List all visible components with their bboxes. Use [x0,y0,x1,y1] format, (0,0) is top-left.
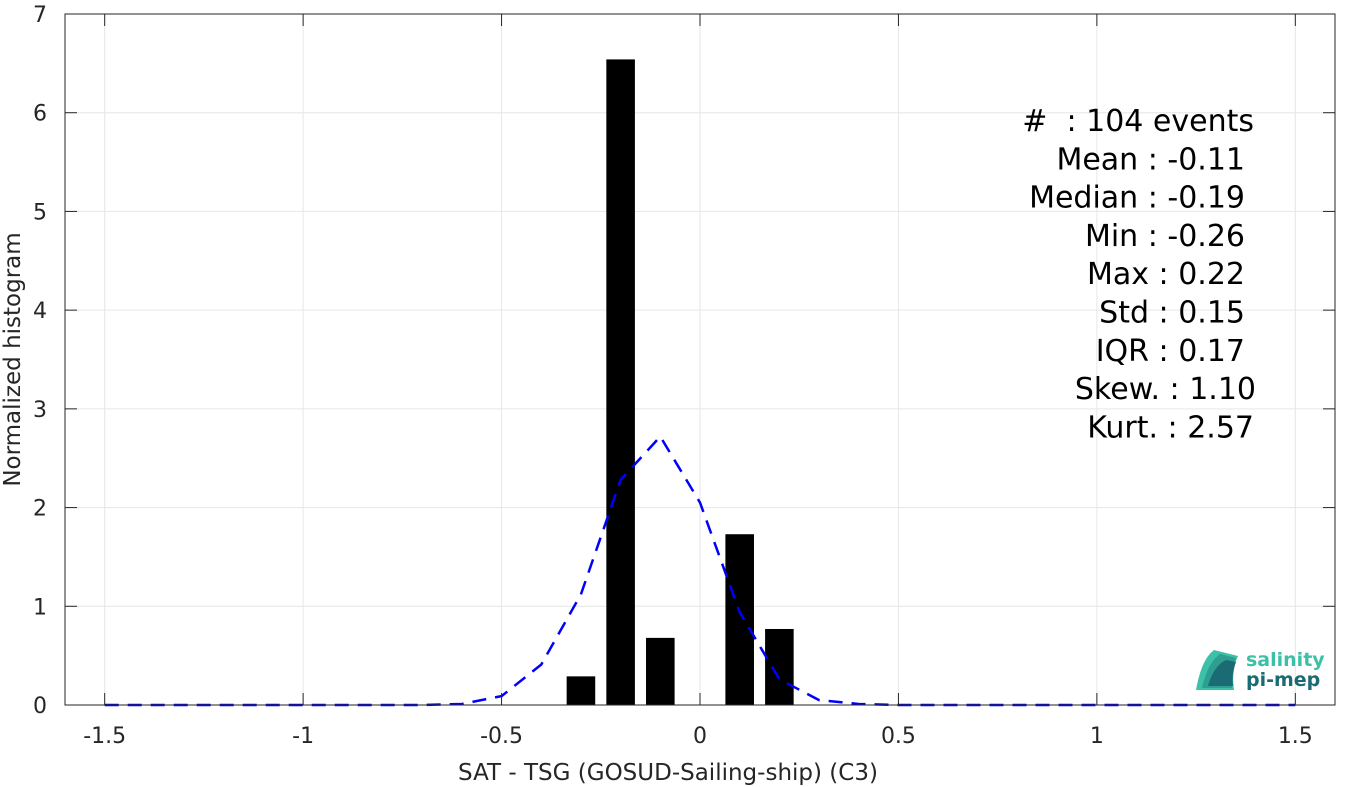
y-tick-labels: 0 1 2 3 4 5 6 7 [33,3,47,719]
stats-line: Std : 0.15 [1099,296,1245,331]
histogram-bar [606,59,635,706]
stats-line: Median : -0.19 [1029,181,1245,216]
stats-line: Kurt. : 2.57 [1087,410,1254,445]
histogram-bar [646,637,675,705]
x-tick-label: 1.5 [1278,724,1313,749]
histogram-bar [725,534,754,705]
grid [65,13,1335,706]
histogram-bars [566,59,794,706]
salinity-pi-mep-logo: salinity pi-mep [1196,649,1325,691]
stats-line: Max : 0.22 [1087,257,1245,292]
logo-text-salinity: salinity [1246,649,1325,671]
y-tick-label: 6 [33,102,47,127]
y-tick-label: 1 [33,595,47,620]
y-tick-label: 7 [33,3,47,28]
x-axis-label: SAT - TSG (GOSUD-Sailing-ship) (C3) [458,760,878,786]
histogram-bar [566,676,596,705]
stats-line: # : 104 events [1022,104,1254,139]
stats-line: Min : -0.26 [1085,219,1245,254]
y-tick-label: 2 [33,497,47,522]
x-tick-label: 0.5 [881,724,916,749]
x-tick-label: -1.5 [83,724,126,749]
x-tick-label: -1 [292,724,314,749]
y-tick-label: 4 [33,299,47,324]
histogram-bar [765,628,794,705]
normal-fit-curve [104,434,1296,707]
y-axis-label: Normalized histogram [0,232,26,486]
fit-curve-line [104,434,1296,707]
y-tick-label: 0 [33,694,47,719]
x-tick-label: 1 [1090,724,1104,749]
x-tick-labels: -1.5 -1 -0.5 0 0.5 1 1.5 [83,724,1313,749]
x-tick-label: 0 [693,724,707,749]
x-tick-label: -0.5 [480,724,523,749]
y-tick-label: 3 [33,398,47,423]
y-tick-label: 5 [33,200,47,225]
stats-line: IQR : 0.17 [1096,334,1245,369]
logo-text-pi-mep: pi-mep [1246,669,1320,691]
stats-line: Skew. : 1.10 [1075,372,1256,407]
logo-wave-icon [1196,650,1238,690]
axis-ticks [65,13,1335,706]
stats-line: Mean : -0.11 [1056,142,1245,177]
